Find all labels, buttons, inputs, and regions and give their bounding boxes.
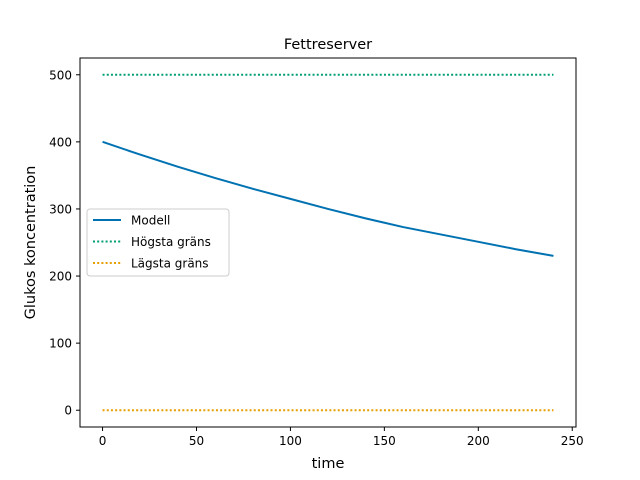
legend-label: Modell [131,214,170,228]
y-tick-label: 500 [49,68,72,82]
y-tick-label: 0 [64,404,72,418]
y-ticks: 0 100 200 300 400 500 [49,68,80,418]
legend-label: Lägsta gräns [131,257,209,271]
x-tick-label: 100 [279,434,302,448]
y-tick-label: 300 [49,202,72,216]
y-tick-label: 400 [49,135,72,149]
y-axis-label: Glukos koncentration [23,166,39,320]
y-tick-label: 200 [49,270,72,284]
x-tick-label: 50 [189,434,204,448]
x-ticks: 0 50 100 150 200 250 [99,427,584,448]
x-tick-label: 200 [467,434,490,448]
chart-title: Fettreserver [284,37,372,53]
y-tick-label: 100 [49,337,72,351]
plot-frame [79,57,577,428]
x-tick-label: 0 [99,434,107,448]
legend-items: Modell Högsta gräns Lägsta gräns [93,214,211,271]
series-line-1 [102,140,554,257]
x-tick-label: 250 [561,434,584,448]
legend: Modell Högsta gräns Lägsta gräns [86,208,230,277]
series-layer [102,73,554,412]
legend-label: Högsta gräns [131,235,211,249]
x-axis-label: time [312,456,345,472]
legend-box [86,208,230,277]
x-tick-label: 150 [373,434,396,448]
